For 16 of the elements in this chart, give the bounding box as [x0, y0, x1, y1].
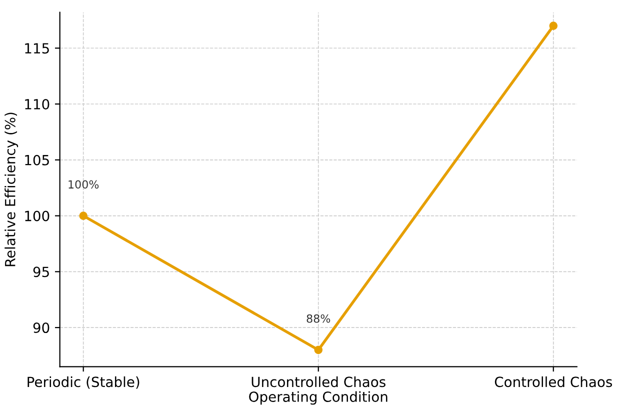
x-tick-label: Controlled Chaos: [494, 376, 612, 388]
y-tick-label: 115: [25, 43, 49, 54]
x-tick-label: Uncontrolled Chaos: [252, 376, 386, 388]
y-tick-label: 110: [25, 98, 50, 110]
y-tick-label: 90: [33, 322, 50, 334]
point: [79, 212, 88, 220]
y-tick-label: 100: [25, 210, 50, 222]
data-label: 100%: [68, 180, 99, 189]
x-axis-title: Operating Condition: [249, 391, 388, 405]
x-tick-label: Periodic (Stable): [28, 376, 140, 389]
y-axis-title: Relative Efficiency (%): [4, 112, 18, 266]
point: [549, 22, 558, 30]
data-label: 88%: [306, 314, 330, 323]
point: [314, 346, 323, 354]
y-tick-label: 105: [25, 154, 49, 166]
y-tick-label: 95: [33, 266, 49, 278]
